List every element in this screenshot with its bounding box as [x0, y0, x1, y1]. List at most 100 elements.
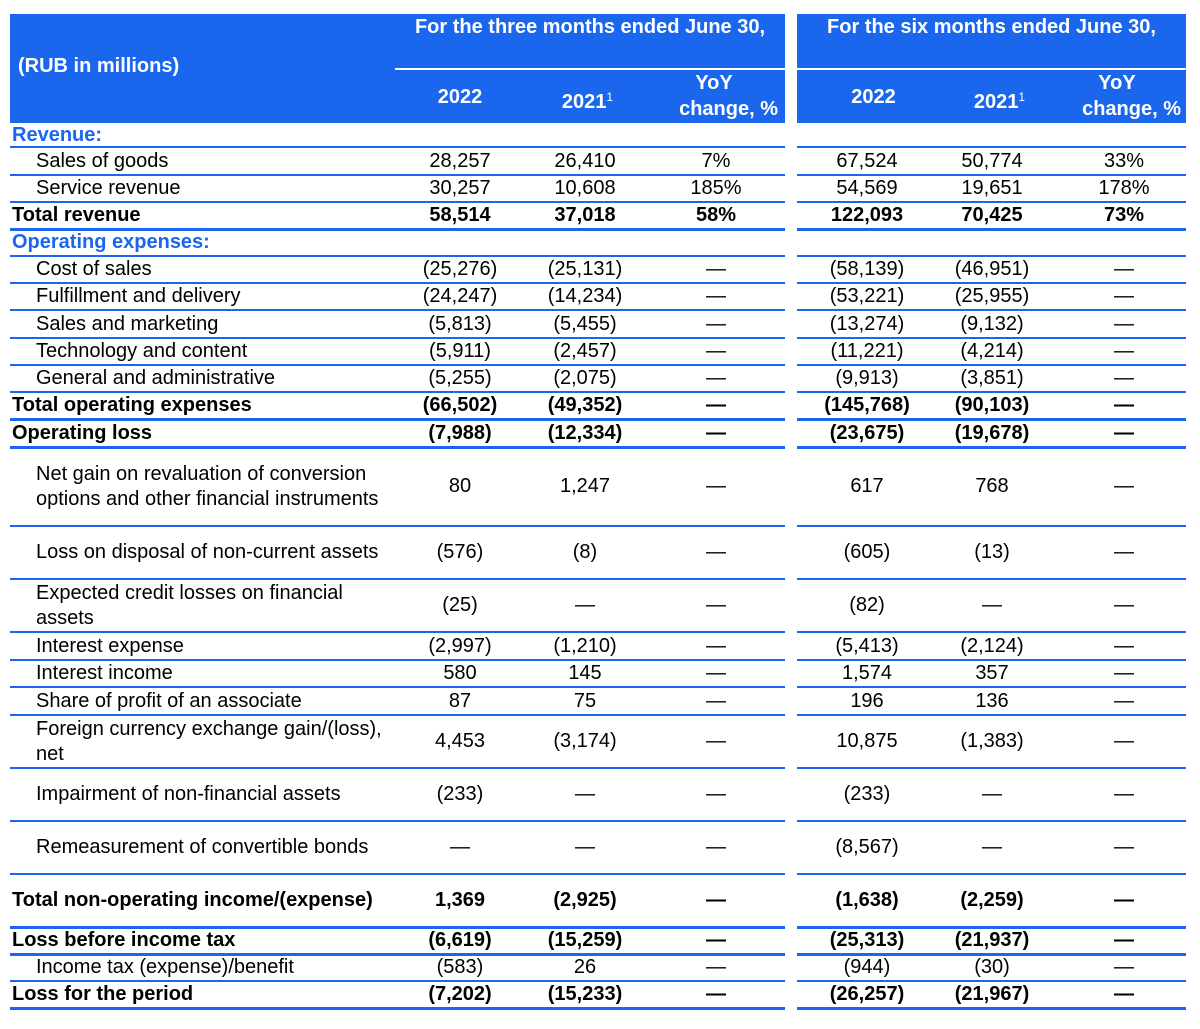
cell-value: — — [575, 836, 595, 858]
row-divider — [10, 1007, 785, 1010]
col-header-6m-2021: 20211 — [973, 90, 1026, 113]
row-label: Total revenue — [10, 202, 390, 229]
cell-value: 10,608 — [554, 177, 616, 199]
row-label: Interest expense — [10, 632, 390, 660]
cell-value: (23,675) — [829, 421, 905, 444]
row-divider — [10, 309, 785, 311]
col-header-3m-yoy: YoY change, % — [679, 72, 778, 120]
table-row: Operating expenses: — [10, 229, 1186, 256]
cell-value: — — [706, 258, 726, 280]
cell-value: (3,174) — [553, 730, 617, 752]
cell-value: — — [706, 634, 726, 657]
table-row: Cost of sales (25,276) (25,131) — (58,139) (4… — [10, 256, 1186, 283]
cell-value — [922, 123, 1062, 147]
cell-value: — — [706, 783, 726, 805]
row-divider — [10, 873, 785, 875]
row-label: Income tax (expense)/benefit — [10, 954, 390, 981]
row-divider — [10, 659, 785, 661]
cell-value: 58% — [695, 204, 737, 226]
cell-value: — — [706, 662, 726, 684]
row-label-text: Total non-operating income/(expense) — [12, 889, 373, 911]
row-divider — [797, 364, 1186, 366]
row-label-text: Operating expenses: — [12, 231, 210, 253]
row-label: Operating expenses: — [10, 229, 390, 256]
cell-value: 580 — [443, 662, 477, 684]
cell-value: 185% — [690, 177, 742, 199]
cell-value: (24,247) — [422, 285, 498, 307]
row-divider — [797, 659, 1186, 661]
table-row: Sales of goods 28,257 26,410 7% 67,524 50,774… — [10, 147, 1186, 175]
cell-value: (2,997) — [428, 634, 492, 657]
cell-value — [797, 123, 937, 147]
row-label: Net gain on revaluation of conversion op… — [10, 447, 390, 526]
cell-value: — — [1114, 421, 1134, 444]
row-label-text: Total revenue — [12, 204, 141, 226]
table-row: Revenue: — [10, 123, 1186, 147]
row-divider — [797, 174, 1186, 176]
row-divider — [10, 282, 785, 284]
cell-value: 50,774 — [961, 149, 1023, 172]
cell-value: (5,455) — [553, 312, 617, 335]
cell-value: (9,913) — [835, 367, 899, 389]
table-row: Sales and marketing (5,813) (5,455) — (13,27… — [10, 310, 1186, 338]
row-divider — [10, 767, 785, 769]
cell-value: 1,247 — [559, 475, 611, 497]
row-label: Expected credit losses on financial asse… — [10, 579, 390, 632]
row-label: Cost of sales — [10, 256, 390, 283]
cell-value: (58,139) — [829, 258, 905, 280]
row-label-text: Operating loss — [12, 421, 153, 444]
cell-value: — — [1114, 956, 1134, 978]
row-divider — [10, 364, 785, 366]
table-row: Operating loss (7,988) (12,334) — (23,675) (1… — [10, 419, 1186, 447]
cell-value: — — [706, 594, 726, 616]
row-label: Total non-operating income/(expense) — [10, 874, 390, 927]
six-months-header: For the six months ended June 30, — [827, 16, 1156, 38]
cell-value: — — [1114, 662, 1134, 684]
cell-value: (5,813) — [428, 312, 492, 335]
cell-value: (583) — [436, 956, 484, 978]
cell-value: 7% — [701, 149, 731, 172]
cell-value: 37,018 — [554, 204, 616, 226]
cell-value: — — [706, 836, 726, 858]
cell-value: — — [706, 983, 726, 1005]
table-row: Impairment of non-financial assets (233) —… — [10, 768, 1186, 821]
row-divider — [797, 309, 1186, 311]
row-divider — [797, 228, 1186, 231]
row-divider — [797, 391, 1186, 393]
cell-value: — — [1114, 929, 1134, 951]
cell-value: (14,234) — [547, 285, 623, 307]
row-label-text: Foreign currency exchange gain/(loss), n… — [36, 717, 382, 765]
cell-value: (53,221) — [829, 285, 905, 307]
cell-value: — — [1114, 730, 1134, 752]
row-label-text: Sales and marketing — [36, 312, 219, 335]
cell-value: — — [706, 340, 726, 362]
cell-value: (15,259) — [547, 929, 623, 951]
row-label-text: Interest income — [36, 662, 173, 684]
cell-value: — — [706, 312, 726, 335]
cell-value: 196 — [850, 689, 884, 712]
table-header-left: (RUB in millions) For the three months e… — [10, 14, 785, 123]
cell-value: — — [1114, 983, 1134, 1005]
row-divider — [10, 337, 785, 339]
row-divider — [10, 418, 785, 421]
cell-value: (25) — [442, 594, 478, 616]
row-divider — [10, 926, 785, 929]
row-label-text: Total operating expenses — [12, 394, 252, 416]
row-label: Loss for the period — [10, 981, 390, 1008]
cell-value: 67,524 — [836, 149, 898, 172]
row-divider — [797, 525, 1186, 527]
cell-value: 26 — [573, 956, 597, 978]
cell-value: — — [1114, 689, 1134, 712]
cell-value: — — [575, 783, 595, 805]
row-divider — [10, 228, 785, 231]
row-divider — [797, 820, 1186, 822]
cell-value: (66,502) — [422, 394, 498, 416]
table-row: Net gain on revaluation of conversion op… — [10, 447, 1186, 526]
cell-value: 54,569 — [836, 177, 898, 199]
cell-value — [515, 229, 655, 256]
cell-value: — — [982, 594, 1002, 616]
cell-value: (605) — [843, 541, 891, 563]
row-divider — [10, 820, 785, 822]
row-label-text: Loss for the period — [12, 983, 194, 1005]
cell-value: — — [706, 689, 726, 712]
